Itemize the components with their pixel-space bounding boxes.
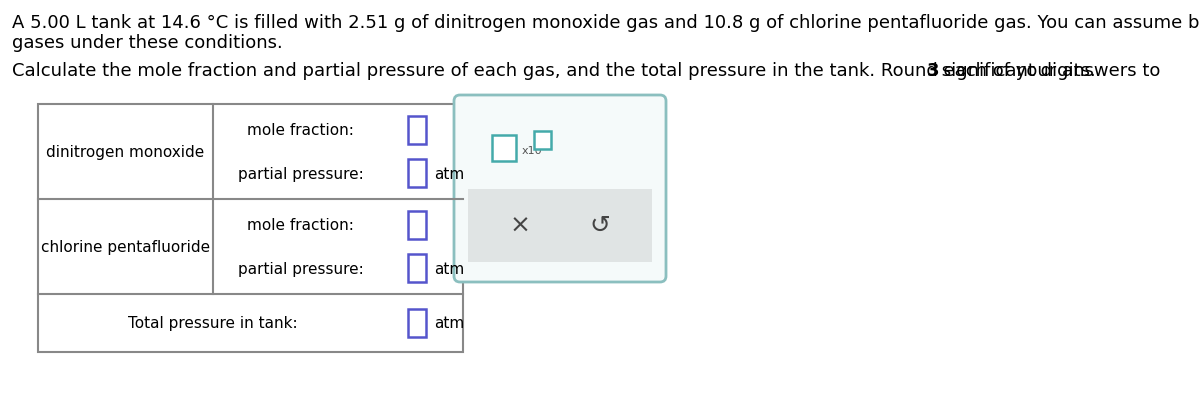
Bar [408,309,426,337]
Text: A 5.00 L tank at 14.6 °C is filled with 2.51 g of dinitrogen monoxide gas and 10: A 5.00 L tank at 14.6 °C is filled with … [12,14,1200,32]
Text: atm: atm [434,261,464,276]
Bar [492,136,516,162]
Bar [408,116,426,144]
Text: dinitrogen monoxide: dinitrogen monoxide [47,145,205,159]
Text: significant digits.: significant digits. [936,62,1096,80]
Bar [38,105,463,352]
Text: x10: x10 [522,146,542,156]
Bar [408,255,426,282]
Bar [408,211,426,239]
Text: partial pressure:: partial pressure: [238,166,364,181]
Bar [408,160,426,188]
Text: gases under these conditions.: gases under these conditions. [12,34,283,52]
Text: mole fraction:: mole fraction: [247,123,354,138]
Text: atm: atm [434,316,464,331]
Text: Total pressure in tank:: Total pressure in tank: [128,316,298,331]
Text: atm: atm [434,166,464,181]
Text: partial pressure:: partial pressure: [238,261,364,276]
Bar [534,132,551,150]
Text: ↺: ↺ [589,214,611,237]
FancyBboxPatch shape [454,96,666,282]
Text: chlorine pentafluoride: chlorine pentafluoride [41,240,210,254]
Text: Calculate the mole fraction and partial pressure of each gas, and the total pres: Calculate the mole fraction and partial … [12,62,1166,80]
Text: ×: × [510,214,530,237]
Bar [468,189,652,262]
Text: 3: 3 [928,62,940,80]
Text: mole fraction:: mole fraction: [247,218,354,233]
